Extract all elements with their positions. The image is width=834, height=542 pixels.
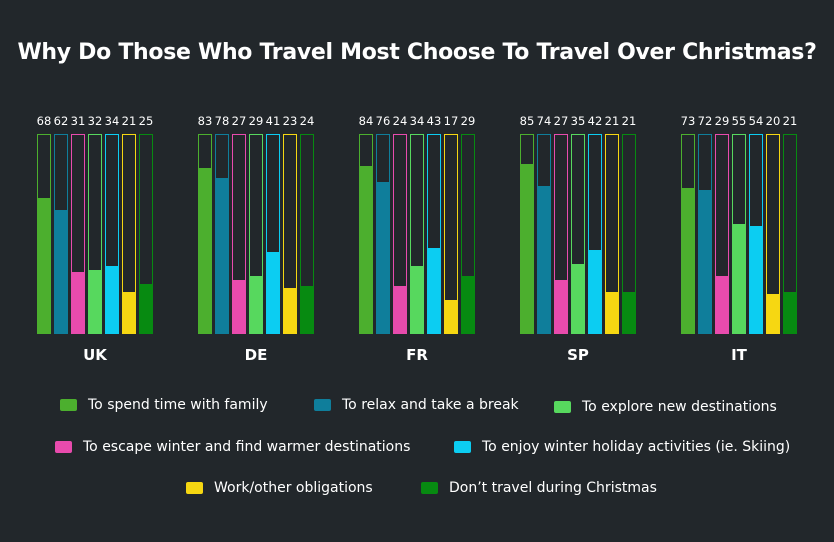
bar-uk-4 <box>105 266 119 334</box>
value-label-sp-6: 21 <box>622 114 637 128</box>
value-label-it-0: 73 <box>681 114 696 128</box>
bar-de-6 <box>300 286 314 334</box>
value-label-it-5: 20 <box>766 114 781 128</box>
bar-de-5 <box>283 288 297 334</box>
legend-item-family: To spend time with family <box>60 397 268 413</box>
value-label-uk-3: 32 <box>88 114 103 128</box>
value-label-sp-5: 21 <box>605 114 620 128</box>
legend-swatch-dont-travel <box>421 482 438 494</box>
value-label-fr-1: 76 <box>376 114 391 128</box>
value-label-de-0: 83 <box>198 114 213 128</box>
value-label-sp-4: 42 <box>588 114 603 128</box>
value-label-fr-2: 24 <box>393 114 408 128</box>
bar-it-0 <box>681 188 695 334</box>
value-label-sp-1: 74 <box>537 114 552 128</box>
value-label-it-1: 72 <box>698 114 713 128</box>
legend-item-winter-activities: To enjoy winter holiday activities (ie. … <box>454 439 790 455</box>
value-label-uk-1: 62 <box>54 114 69 128</box>
legend-label-dont-travel: Don’t travel during Christmas <box>449 480 657 496</box>
legend-item-escape-winter: To escape winter and find warmer destina… <box>55 439 410 455</box>
bar-fr-4 <box>427 248 441 334</box>
category-label-sp: SP <box>567 346 589 364</box>
bar-sp-2 <box>554 280 568 334</box>
value-label-fr-0: 84 <box>359 114 374 128</box>
legend-item-explore: To explore new destinations <box>554 399 777 415</box>
value-label-uk-5: 21 <box>122 114 137 128</box>
bar-it-3 <box>732 224 746 334</box>
legend-swatch-winter-activities <box>454 441 471 453</box>
value-label-de-5: 23 <box>283 114 298 128</box>
legend-swatch-work <box>186 482 203 494</box>
bar-uk-1 <box>54 210 68 334</box>
value-label-sp-0: 85 <box>520 114 535 128</box>
value-label-sp-3: 35 <box>571 114 586 128</box>
bar-uk-5 <box>122 292 136 334</box>
bar-uk-0 <box>37 198 51 334</box>
legend-label-relax: To relax and take a break <box>342 397 519 413</box>
value-label-de-4: 41 <box>266 114 281 128</box>
legend-label-explore: To explore new destinations <box>582 399 777 415</box>
value-label-de-6: 24 <box>300 114 315 128</box>
bar-it-5 <box>766 294 780 334</box>
legend-label-work: Work/other obligations <box>214 480 373 496</box>
value-label-fr-3: 34 <box>410 114 425 128</box>
value-label-de-2: 27 <box>232 114 247 128</box>
bar-it-4 <box>749 226 763 334</box>
bar-de-4 <box>266 252 280 334</box>
value-label-it-6: 21 <box>783 114 798 128</box>
bar-fr-5 <box>444 300 458 334</box>
bar-de-1 <box>215 178 229 334</box>
legend-item-work: Work/other obligations <box>186 480 373 496</box>
bar-fr-1 <box>376 182 390 334</box>
bar-de-2 <box>232 280 246 334</box>
category-label-fr: FR <box>406 346 428 364</box>
value-label-it-4: 54 <box>749 114 764 128</box>
bar-sp-1 <box>537 186 551 334</box>
bar-de-3 <box>249 276 263 334</box>
category-label-it: IT <box>731 346 748 364</box>
value-label-uk-4: 34 <box>105 114 120 128</box>
bar-it-2 <box>715 276 729 334</box>
value-label-de-1: 78 <box>215 114 230 128</box>
value-label-it-3: 55 <box>732 114 747 128</box>
category-label-de: DE <box>245 346 268 364</box>
legend-swatch-explore <box>554 401 571 413</box>
bar-uk-3 <box>88 270 102 334</box>
value-label-uk-6: 25 <box>139 114 154 128</box>
value-label-sp-2: 27 <box>554 114 569 128</box>
bar-sp-6 <box>622 292 636 334</box>
value-label-fr-4: 43 <box>427 114 442 128</box>
value-label-de-3: 29 <box>249 114 264 128</box>
bar-it-6 <box>783 292 797 334</box>
legend-label-winter-activities: To enjoy winter holiday activities (ie. … <box>482 439 791 455</box>
legend-item-relax: To relax and take a break <box>314 397 519 413</box>
legend-item-dont-travel: Don’t travel during Christmas <box>421 480 657 496</box>
bar-uk-2 <box>71 272 85 334</box>
bar-sp-4 <box>588 250 602 334</box>
bar-de-0 <box>198 168 212 334</box>
legend-label-family: To spend time with family <box>88 397 268 413</box>
chart-title: Why Do Those Who Travel Most Choose To T… <box>17 40 817 65</box>
value-label-uk-0: 68 <box>37 114 52 128</box>
bar-fr-0 <box>359 166 373 334</box>
legend-swatch-escape-winter <box>55 441 72 453</box>
bar-fr-3 <box>410 266 424 334</box>
bar-fr-2 <box>393 286 407 334</box>
legend-label-escape-winter: To escape winter and find warmer destina… <box>83 439 411 455</box>
value-label-uk-2: 31 <box>71 114 86 128</box>
bar-fr-6 <box>461 276 475 334</box>
bar-uk-6 <box>139 284 153 334</box>
bar-it-1 <box>698 190 712 334</box>
bar-sp-3 <box>571 264 585 334</box>
value-label-fr-5: 17 <box>444 114 459 128</box>
legend-swatch-relax <box>314 399 331 411</box>
bar-sp-5 <box>605 292 619 334</box>
value-label-fr-6: 29 <box>461 114 476 128</box>
value-label-it-2: 29 <box>715 114 730 128</box>
bar-sp-0 <box>520 164 534 334</box>
legend-swatch-family <box>60 399 77 411</box>
category-label-uk: UK <box>83 346 108 364</box>
